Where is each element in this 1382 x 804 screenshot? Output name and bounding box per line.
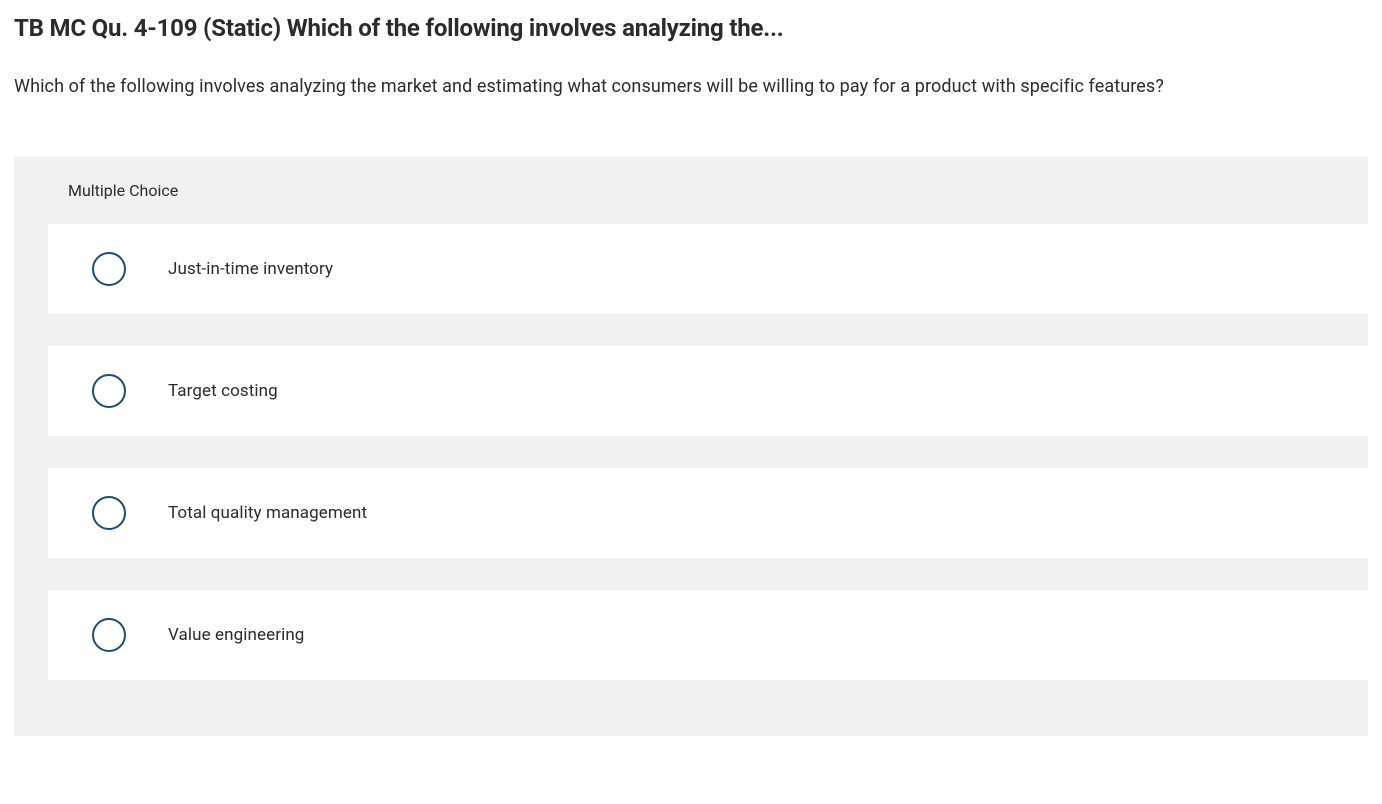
options-list: Just-in-time inventory Target costing To…	[14, 224, 1368, 680]
radio-icon	[92, 618, 126, 652]
multiple-choice-container: Multiple Choice Just-in-time inventory T…	[14, 157, 1368, 736]
option-label: Just-in-time inventory	[168, 259, 333, 279]
option-2[interactable]: Total quality management	[48, 468, 1368, 558]
option-label: Target costing	[168, 381, 278, 401]
radio-icon	[92, 496, 126, 530]
option-1[interactable]: Target costing	[48, 346, 1368, 436]
option-0[interactable]: Just-in-time inventory	[48, 224, 1368, 314]
question-title: TB MC Qu. 4-109 (Static) Which of the fo…	[14, 14, 1368, 42]
option-label: Value engineering	[168, 625, 304, 645]
radio-icon	[92, 374, 126, 408]
radio-icon	[92, 252, 126, 286]
option-label: Total quality management	[168, 503, 367, 523]
option-3[interactable]: Value engineering	[48, 590, 1368, 680]
section-label: Multiple Choice	[14, 157, 1368, 224]
question-body: Which of the following involves analyzin…	[14, 76, 1368, 97]
